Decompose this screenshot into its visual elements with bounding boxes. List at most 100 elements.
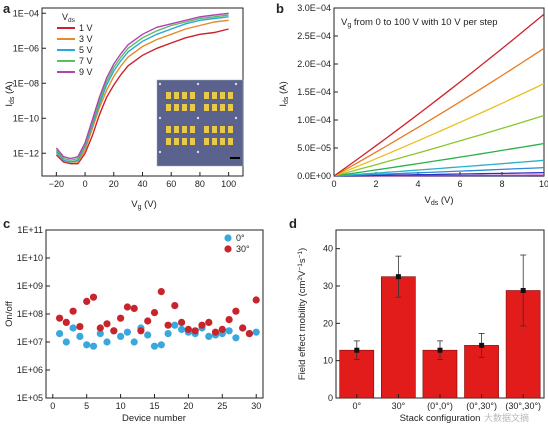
panel-a-series-line — [55, 28, 229, 165]
panel-c-data-point — [62, 338, 70, 346]
panel-c-data-point — [117, 314, 125, 322]
panel-a-y-ticks: 1E−12 1E−10 1E−08 1E−06 1E−04 — [13, 8, 46, 158]
panel-c-legend-entry: 0° — [236, 233, 245, 243]
panel-b-y-tick-label: 3.0E−04 — [297, 3, 331, 13]
panel-b: b 0.0E+00 5.0E−05 1.0E−04 1.5E−04 2.0E−04 2.5… — [276, 1, 548, 207]
panel-a-legend-entry: 5 V — [79, 45, 93, 55]
panel-c-data-point — [157, 341, 165, 349]
panel-a-x-tick-label: 100 — [221, 179, 236, 189]
panel-c-y-tick-label: 1E+09 — [17, 281, 43, 291]
panel-b-series-line — [333, 13, 545, 177]
panel-a-y-tick-label: 1E−06 — [13, 43, 39, 53]
panel-d-label: d — [289, 216, 297, 231]
panel-a-y-label: Ids (A) — [4, 81, 16, 106]
panel-c-data-point — [239, 324, 247, 332]
panel-c-data-point — [144, 331, 152, 339]
panel-a-series-line — [55, 16, 229, 163]
panel-a-label: a — [3, 1, 11, 16]
panel-a-x-ticks: −20 0 20 40 60 80 100 — [49, 172, 236, 189]
panel-d-y-tick-label: 20 — [323, 318, 333, 328]
panel-c-data-point — [56, 314, 64, 322]
panel-c-data-point — [157, 288, 165, 296]
panel-c-x-tick-label: 5 — [84, 401, 89, 411]
panel-b-y-tick-label: 2.0E−04 — [297, 59, 331, 69]
panel-d-mean-marker — [354, 347, 360, 353]
panel-a-series-line — [55, 14, 229, 162]
panel-a-y-tick-label: 1E−12 — [13, 148, 39, 158]
panel-c-data-point — [103, 320, 111, 328]
panel-b-x-tick-label: 6 — [457, 179, 462, 189]
panel-b-label: b — [276, 1, 284, 16]
panel-d-mean-marker — [520, 287, 526, 293]
panel-c-data-point — [123, 328, 131, 336]
panel-a-x-label: Vg (V) — [131, 199, 157, 211]
panel-d-x-tick-label: (0°,0°) — [427, 401, 453, 411]
panel-c-data-point — [205, 318, 213, 326]
panel-b-y-tick-label: 0.0E+00 — [297, 171, 331, 181]
panel-b-series-line — [333, 159, 545, 177]
panel-d-mean-marker — [479, 342, 485, 348]
panel-c-data-point — [198, 321, 206, 329]
panel-b-y-tick-label: 1.0E−04 — [297, 115, 331, 125]
panel-c-data-point — [89, 342, 98, 350]
panel-a-y-tick-label: 1E−04 — [13, 8, 39, 18]
panel-d: d 0 10 20 30 40 0° 30° (0°,0°) (0°,30°) (30°,30°… — [289, 216, 545, 424]
panel-b-x-label: Vds (V) — [424, 195, 453, 207]
panel-c-data-point — [56, 330, 64, 338]
panel-b-y-ticks: 0.0E+00 5.0E−05 1.0E−04 1.5E−04 2.0E−04 2.5E−… — [297, 3, 338, 181]
panel-c-data-point — [76, 332, 84, 340]
panel-c-data-point — [130, 304, 138, 312]
panel-a-legend-entry: 1 V — [79, 23, 93, 33]
panel-a-series-lines — [55, 12, 229, 165]
panel-c-y-label: On/off — [4, 301, 15, 327]
panel-c: c 1E+05 1E+06 1E+07 1E+08 1E+09 1E+10 1E+11 0 5… — [3, 216, 264, 424]
panel-c-y-tick-label: 1E+11 — [17, 225, 43, 235]
panel-c-data-point — [96, 330, 104, 338]
panel-d-bars — [339, 254, 541, 399]
panel-d-y-label: Field effect mobility (cm2V−1s−1) — [297, 248, 308, 380]
panel-a: a 1E−12 1E−10 1E−08 1E−06 1E−04 −20 0 20 40 60 80… — [3, 1, 244, 211]
panel-c-data-point — [225, 316, 233, 324]
panel-b-x-tick-label: 4 — [415, 179, 420, 189]
panel-a-y-tick-label: 1E−08 — [13, 78, 39, 88]
panel-c-data-point — [103, 338, 111, 346]
panel-c-x-ticks: 0 5 10 15 20 25 30 — [50, 394, 261, 411]
panel-a-x-tick-label: 80 — [195, 179, 205, 189]
panel-d-x-tick-label: (0°,30°) — [466, 401, 497, 411]
panel-b-frame — [333, 7, 545, 177]
panel-b-y-tick-label: 2.5E−04 — [297, 31, 331, 41]
panel-b-series-line — [333, 47, 545, 177]
panel-a-legend-entry: 9 V — [79, 67, 93, 77]
panel-a-series-line — [55, 12, 229, 160]
panel-d-x-tick-label: 30° — [392, 401, 406, 411]
panel-c-data-point — [225, 327, 233, 335]
panel-c-legend-marker — [224, 234, 232, 242]
panel-a-legend-title: Vds — [62, 12, 76, 24]
panel-d-x-label: Stack configuration — [400, 413, 481, 424]
panel-c-data-point — [150, 309, 159, 317]
panel-b-series-line — [333, 171, 545, 177]
panel-a-x-tick-label: 20 — [109, 179, 119, 189]
panel-c-data-point — [96, 324, 104, 332]
panel-c-data-point — [171, 302, 179, 310]
panel-d-mean-marker — [395, 274, 401, 280]
panel-d-y-tick-label: 30 — [323, 281, 333, 291]
panel-a-series-line — [55, 19, 229, 163]
panel-b-y-tick-label: 5.0E−05 — [297, 143, 331, 153]
panel-c-x-tick-label: 20 — [183, 401, 193, 411]
panel-c-data-point — [164, 321, 172, 329]
panel-c-data-point — [89, 293, 98, 301]
panel-d-y-tick-label: 10 — [323, 356, 333, 366]
panel-c-data-point — [211, 328, 220, 336]
panel-c-points — [56, 288, 260, 350]
panel-c-data-point — [150, 342, 159, 350]
panel-c-data-point — [117, 332, 125, 340]
panel-c-data-point — [130, 338, 138, 346]
panel-b-x-tick-label: 8 — [499, 179, 504, 189]
panel-d-x-tick-label: 0° — [352, 401, 361, 411]
panel-c-y-tick-label: 1E+05 — [17, 393, 43, 403]
panel-c-x-label: Device number — [122, 413, 186, 424]
panel-a-x-tick-label: 0 — [83, 179, 88, 189]
panel-c-legend: 0°30° — [224, 233, 250, 254]
panel-c-data-point — [232, 307, 240, 315]
